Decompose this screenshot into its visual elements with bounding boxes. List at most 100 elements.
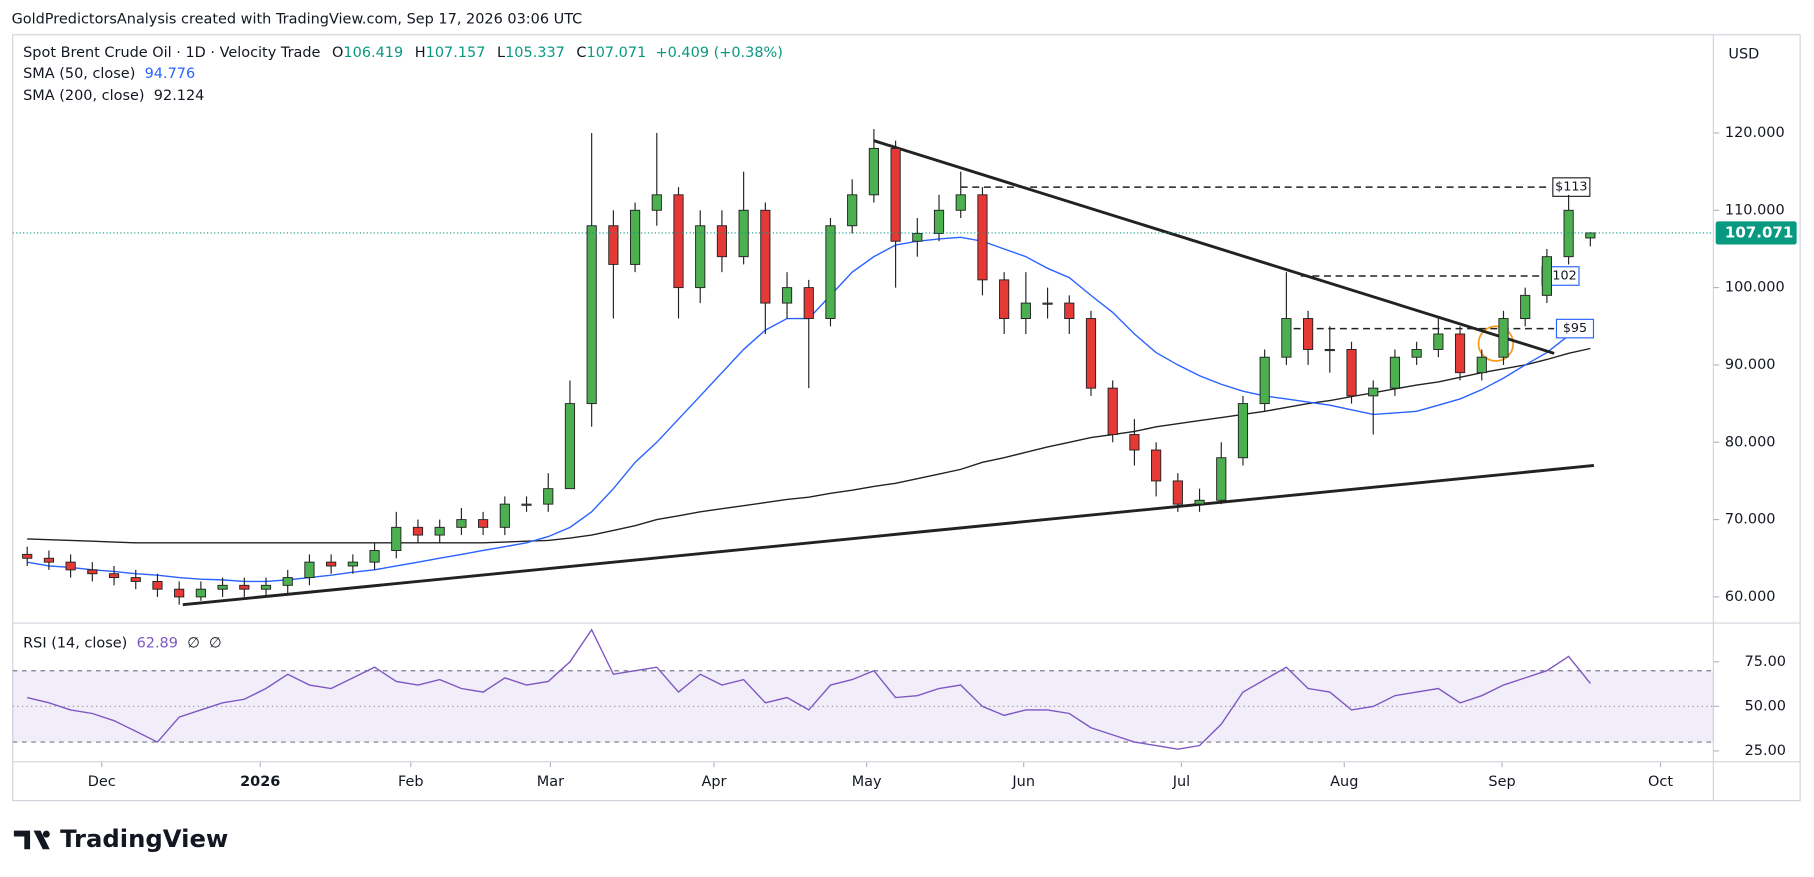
last-price-label: 107.071	[1725, 223, 1793, 241]
candle-body	[456, 519, 467, 528]
candle-body	[1541, 256, 1552, 296]
candle-body	[521, 503, 532, 506]
candle-body	[1585, 232, 1596, 239]
candle-body	[152, 580, 163, 590]
x-tick-label: Sep	[1488, 774, 1515, 790]
candle-body	[933, 209, 945, 234]
sma50-value: 94.776	[145, 66, 196, 82]
candle-body	[326, 561, 337, 567]
footer-logo: TradingView	[13, 824, 228, 853]
credit: GoldPredictorsAnalysis created with Trad…	[12, 12, 583, 28]
x-tick-label: Oct	[1648, 774, 1673, 790]
candle-body	[695, 225, 706, 289]
sma200-value: 92.124	[154, 88, 205, 104]
legend-key: H	[415, 45, 426, 61]
candle-body	[1520, 294, 1531, 320]
rsi-value: 62.89	[137, 635, 178, 651]
x-tick-label: Dec	[88, 774, 116, 790]
candle-body	[1368, 387, 1379, 397]
legend-value: 107.071	[587, 45, 647, 61]
sma50-name: SMA (50, close)	[23, 66, 135, 82]
legend-title: Spot Brent Crude Oil · 1D · Velocity Tra…	[23, 45, 320, 61]
x-tick-label: Aug	[1330, 774, 1358, 790]
candle-body	[1303, 318, 1314, 350]
y-tick-label: 80.000	[1725, 434, 1776, 450]
candle-body	[673, 194, 684, 289]
legend-key: C	[576, 45, 586, 61]
candle-body	[1259, 356, 1270, 405]
candle-body	[890, 147, 901, 242]
candle-body	[738, 209, 749, 258]
candle-body	[174, 588, 185, 598]
x-tick-label: Jul	[1172, 774, 1190, 790]
sma50-legend: SMA (50, close) 94.776	[23, 66, 195, 82]
legend-value: 107.157	[426, 45, 486, 61]
candle-body	[1411, 349, 1422, 358]
highlight-circle	[1477, 325, 1515, 362]
candle-body	[1433, 333, 1444, 350]
logo-icon	[13, 830, 50, 850]
candle-body	[1216, 457, 1227, 501]
rsi-legend: RSI (14, close) 62.89 ∅ ∅	[23, 635, 222, 651]
candle-body	[391, 526, 402, 551]
sma200-name: SMA (200, close)	[23, 88, 144, 104]
candle-body	[912, 233, 923, 242]
y-tick-label: 60.000	[1725, 589, 1776, 605]
candle-body	[260, 584, 272, 590]
level-label: $113	[1555, 179, 1587, 194]
level-label: $95	[1563, 320, 1587, 335]
candle-body	[369, 550, 380, 563]
last-price-box	[1715, 221, 1797, 245]
candle-body	[1194, 499, 1205, 505]
legend-change: +0.409 (+0.38%)	[656, 45, 783, 61]
candle-body	[543, 488, 554, 505]
candle-body	[195, 588, 206, 598]
candle-body	[629, 209, 641, 265]
candle-body	[803, 287, 814, 320]
x-tick-label: May	[852, 774, 882, 790]
candle-body	[434, 526, 445, 536]
candle-body	[1129, 434, 1140, 451]
legend-key: O	[332, 45, 343, 61]
y-tick-label: 100.000	[1725, 280, 1785, 296]
candle-body	[43, 557, 54, 563]
x-tick-label: 2026	[240, 774, 280, 790]
candle-body	[282, 577, 293, 586]
y-tick-label: 90.000	[1725, 357, 1776, 373]
candle-body	[1107, 387, 1118, 435]
x-tick-label: Jun	[1011, 774, 1035, 790]
candle-body	[781, 287, 793, 304]
candle-body	[304, 561, 315, 579]
candle-body	[1042, 302, 1053, 305]
candle-body	[1476, 356, 1487, 374]
candle-body	[130, 577, 141, 582]
rsi-flag: ∅	[187, 635, 200, 651]
trendline	[873, 139, 1555, 355]
rsi-flag: ∅	[209, 635, 222, 651]
rsi-name: RSI (14, close)	[23, 635, 127, 651]
candle-body	[347, 561, 358, 567]
x-tick-label: Feb	[398, 774, 424, 790]
rsi-line	[27, 628, 1591, 750]
candle-body	[760, 209, 771, 304]
candle-body	[108, 573, 120, 579]
candle-body	[217, 584, 228, 590]
candle-body	[608, 225, 619, 265]
candle-body	[586, 225, 597, 405]
x-tick-label: Apr	[701, 774, 726, 790]
level-label-box	[1552, 177, 1591, 197]
rsi-tick-label: 50.00	[1745, 698, 1786, 714]
legend: Spot Brent Crude Oil · 1D · Velocity Tra…	[23, 45, 783, 61]
candle-body	[1172, 480, 1183, 505]
candle-body	[1020, 302, 1031, 320]
currency: USD	[1728, 46, 1759, 62]
candle-body	[977, 194, 988, 281]
rsi-tick-label: 25.00	[1745, 743, 1786, 759]
candle-body	[1237, 403, 1249, 459]
trendline	[182, 464, 1595, 607]
candle-body	[564, 403, 576, 490]
candle-body	[651, 194, 662, 211]
candle-body	[868, 147, 879, 196]
candle-body	[955, 194, 966, 211]
